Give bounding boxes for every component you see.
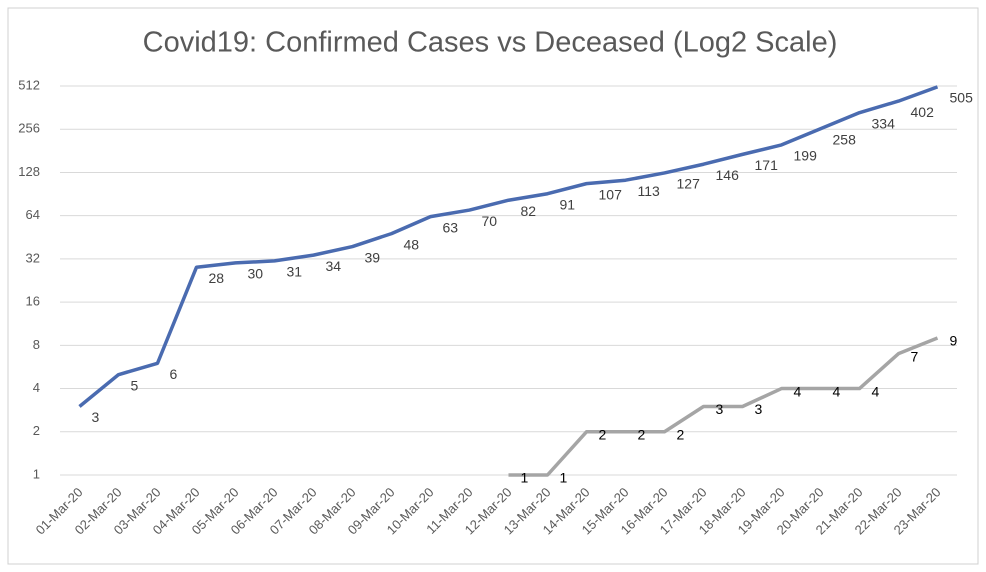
data-label: 31 bbox=[287, 264, 303, 280]
data-label: 63 bbox=[443, 219, 459, 235]
y-tick-label: 1 bbox=[33, 466, 40, 481]
data-label: 82 bbox=[521, 203, 537, 219]
data-label: 1 bbox=[521, 470, 529, 486]
data-label: 505 bbox=[950, 90, 974, 106]
data-label: 1 bbox=[560, 470, 568, 486]
data-label: 30 bbox=[248, 266, 264, 282]
data-label: 91 bbox=[560, 196, 576, 212]
data-label: 146 bbox=[716, 167, 740, 183]
y-tick-label: 4 bbox=[33, 380, 40, 395]
data-label: 7 bbox=[911, 348, 919, 364]
data-label: 107 bbox=[599, 186, 623, 202]
data-label: 4 bbox=[872, 383, 880, 399]
data-label: 4 bbox=[794, 383, 802, 399]
series-line bbox=[508, 336, 939, 477]
chart-border bbox=[7, 7, 979, 565]
data-label: 113 bbox=[638, 183, 661, 199]
data-label: 39 bbox=[365, 249, 381, 265]
data-label: 5 bbox=[131, 377, 139, 393]
data-label: 258 bbox=[833, 131, 857, 147]
data-label: 2 bbox=[599, 426, 607, 442]
data-label: 3 bbox=[92, 409, 100, 425]
data-label: 2 bbox=[677, 426, 685, 442]
y-tick-label: 32 bbox=[26, 250, 40, 265]
data-label: 199 bbox=[794, 148, 818, 164]
data-label: 6 bbox=[170, 366, 178, 382]
y-tick-label: 64 bbox=[26, 207, 40, 222]
data-label: 48 bbox=[404, 236, 420, 252]
y-tick-label: 256 bbox=[18, 121, 40, 136]
data-label: 9 bbox=[950, 333, 958, 349]
y-tick-label: 8 bbox=[33, 337, 40, 352]
data-label: 34 bbox=[326, 258, 342, 274]
data-label: 127 bbox=[677, 176, 701, 192]
data-label: 70 bbox=[482, 213, 498, 229]
chart-title: Covid19: Confirmed Cases vs Deceased (Lo… bbox=[143, 27, 838, 59]
data-label: 402 bbox=[911, 104, 935, 120]
series-line bbox=[78, 85, 939, 408]
y-tick-label: 2 bbox=[33, 423, 40, 438]
data-label: 171 bbox=[755, 157, 779, 173]
data-label: 3 bbox=[755, 401, 763, 417]
data-label: 2 bbox=[638, 426, 646, 442]
data-label: 4 bbox=[833, 383, 841, 399]
data-label: 334 bbox=[872, 115, 896, 131]
y-tick-label: 512 bbox=[18, 77, 40, 92]
data-label: 28 bbox=[209, 270, 225, 286]
y-tick-label: 16 bbox=[26, 294, 40, 309]
data-label: 3 bbox=[716, 401, 724, 417]
y-tick-label: 128 bbox=[18, 164, 40, 179]
